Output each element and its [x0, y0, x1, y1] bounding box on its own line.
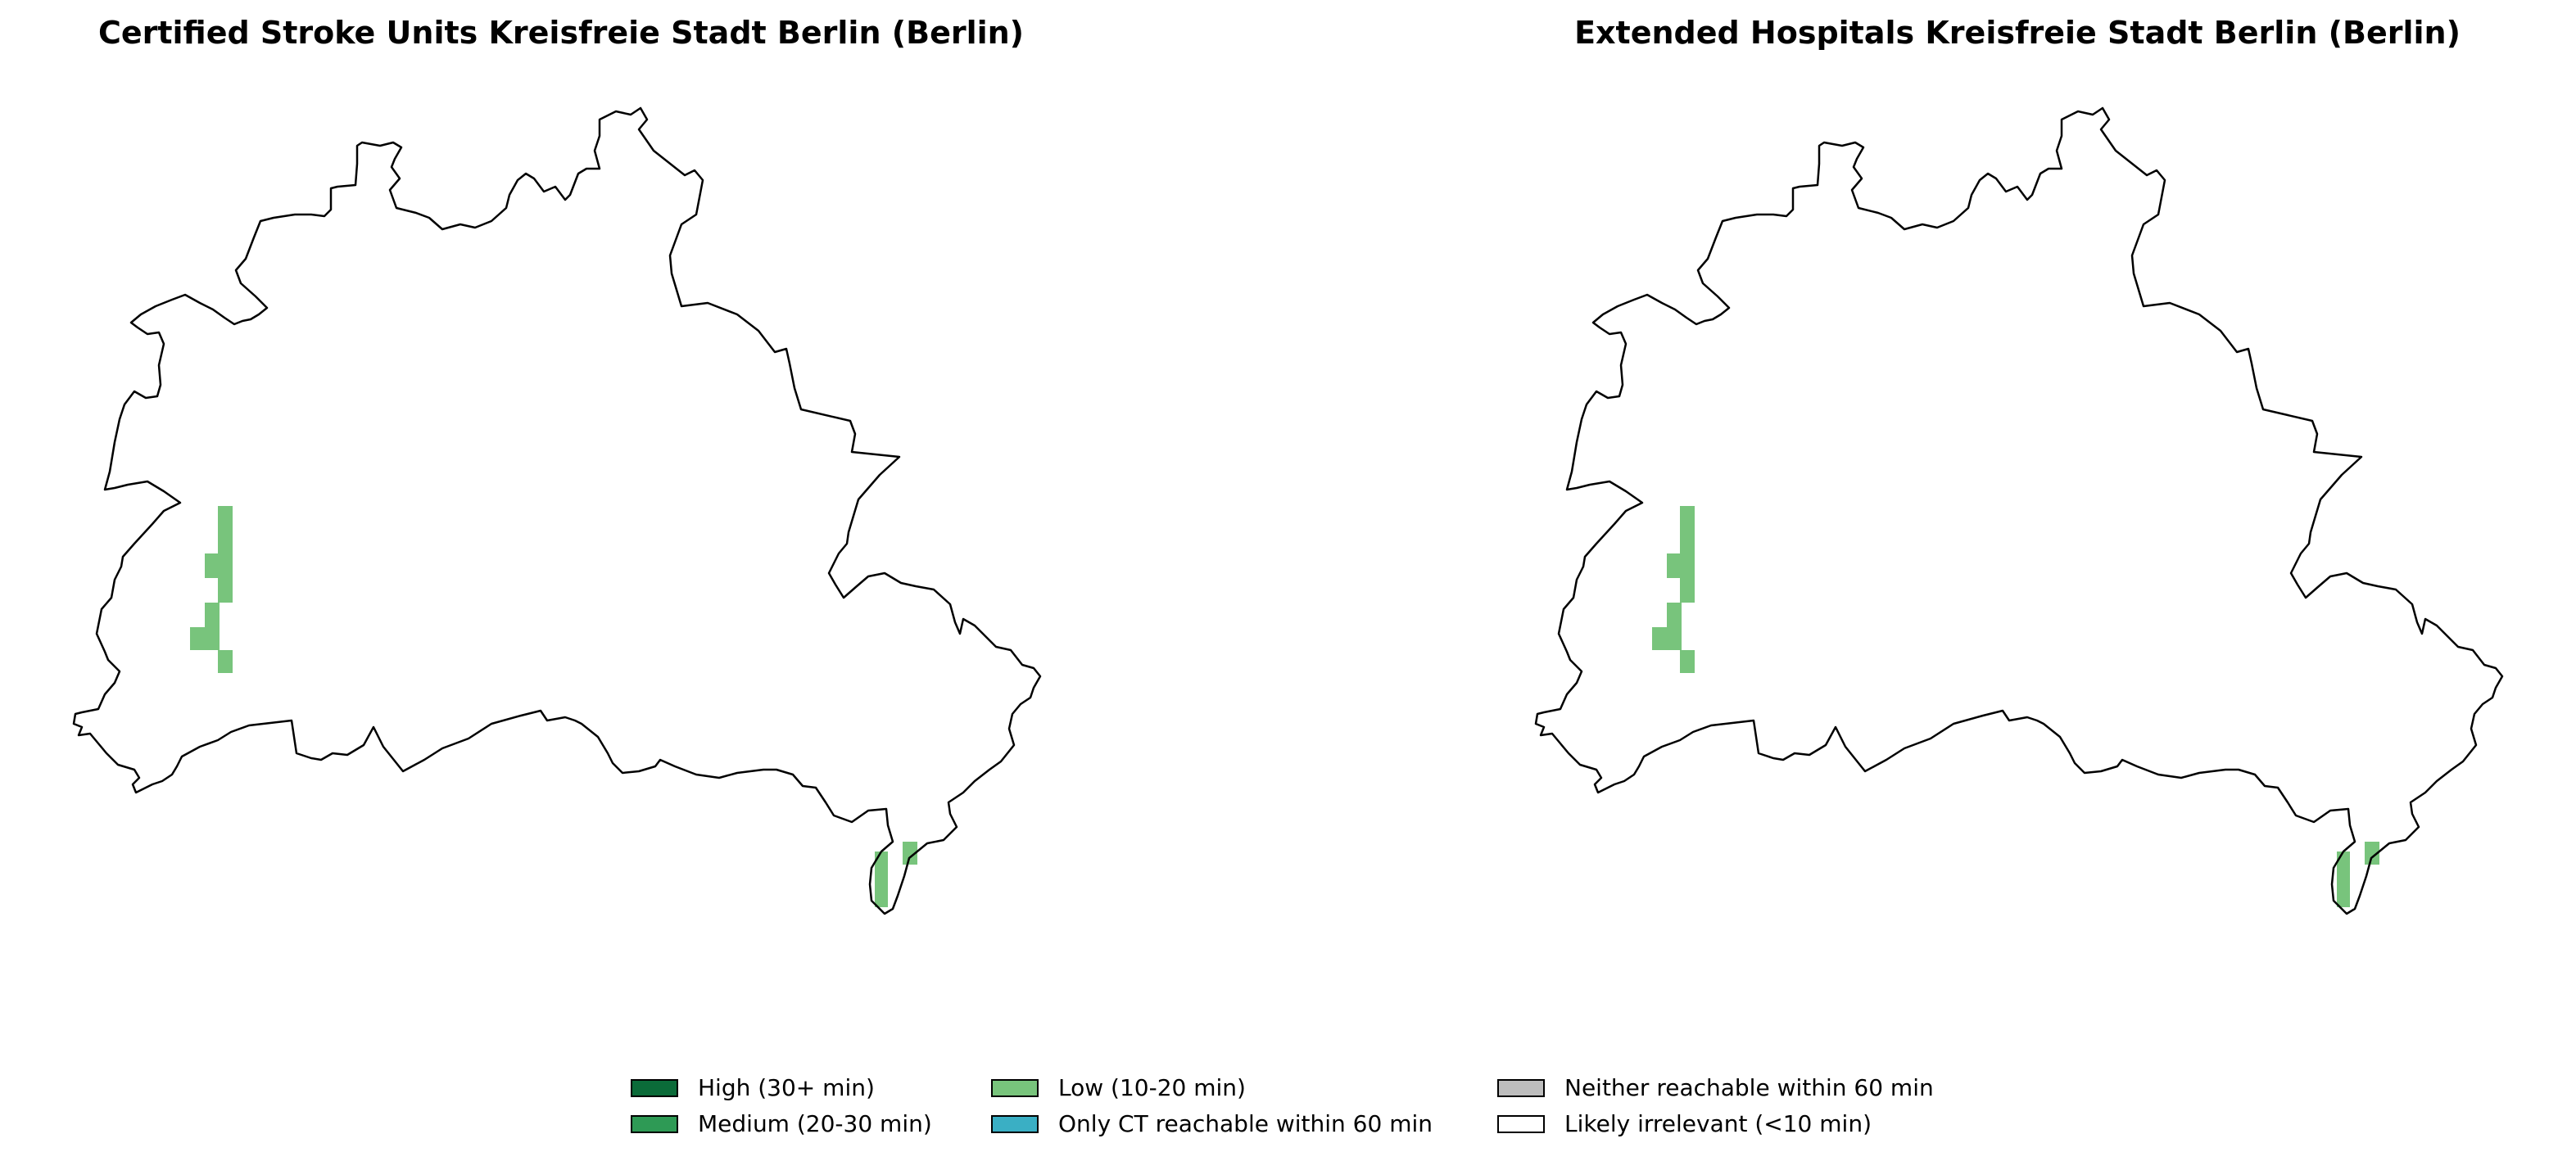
berlin-map-certified-stroke-units: [72, 106, 1042, 915]
legend-item-low: Low (10-20 min): [991, 1074, 1246, 1101]
legend-swatch: [991, 1078, 1039, 1097]
coverage-cell: [1680, 578, 1695, 603]
legend-label: Neither reachable within 60 min: [1564, 1074, 1934, 1101]
legend-label: High (30+ min): [698, 1074, 875, 1101]
coverage-cell: [205, 603, 220, 627]
map-title-certified-stroke-units: Certified Stroke Units Kreisfreie Stadt …: [97, 15, 1025, 51]
legend-item-only-ct: Only CT reachable within 60 min: [991, 1110, 1433, 1137]
legend-label: Low (10-20 min): [1058, 1074, 1246, 1101]
coverage-cell: [1680, 650, 1695, 673]
coverage-cell: [1652, 627, 1682, 650]
coverage-cell: [205, 553, 233, 578]
legend-item-neither: Neither reachable within 60 min: [1497, 1074, 1934, 1101]
coverage-cell: [190, 627, 220, 650]
legend-swatch: [631, 1078, 678, 1097]
legend-item-likely-irrelevant: Likely irrelevant (<10 min): [1497, 1110, 1872, 1137]
legend-swatch: [991, 1114, 1039, 1133]
legend-item-medium: Medium (20-30 min): [631, 1110, 932, 1137]
low-coverage-cells: [1652, 506, 2379, 907]
legend-item-high: High (30+ min): [631, 1074, 875, 1101]
coverage-cell: [2337, 852, 2350, 907]
map-title-extended-hospitals: Extended Hospitals Kreisfreie Stadt Berl…: [1574, 15, 2461, 51]
legend-label: Only CT reachable within 60 min: [1058, 1110, 1433, 1137]
coverage-cell: [2365, 842, 2379, 865]
berlin-map-extended-hospitals: [1534, 106, 2504, 915]
legend: High (30+ min) Medium (20-30 min) Low (1…: [631, 1074, 1974, 1148]
berlin-boundary: [1534, 106, 2504, 915]
legend-swatch: [631, 1114, 678, 1133]
legend-label: Likely irrelevant (<10 min): [1564, 1110, 1872, 1137]
berlin-boundary: [72, 106, 1042, 915]
legend-label: Medium (20-30 min): [698, 1110, 932, 1137]
legend-swatch: [1497, 1078, 1545, 1097]
coverage-cell: [1667, 603, 1682, 627]
coverage-cell: [218, 578, 233, 603]
coverage-cell: [1667, 553, 1695, 578]
legend-swatch: [1497, 1114, 1545, 1133]
coverage-cell: [903, 842, 917, 865]
coverage-cell: [1680, 506, 1695, 553]
low-coverage-cells: [190, 506, 917, 907]
coverage-cell: [875, 852, 888, 907]
coverage-cell: [218, 650, 233, 673]
coverage-cell: [218, 506, 233, 553]
